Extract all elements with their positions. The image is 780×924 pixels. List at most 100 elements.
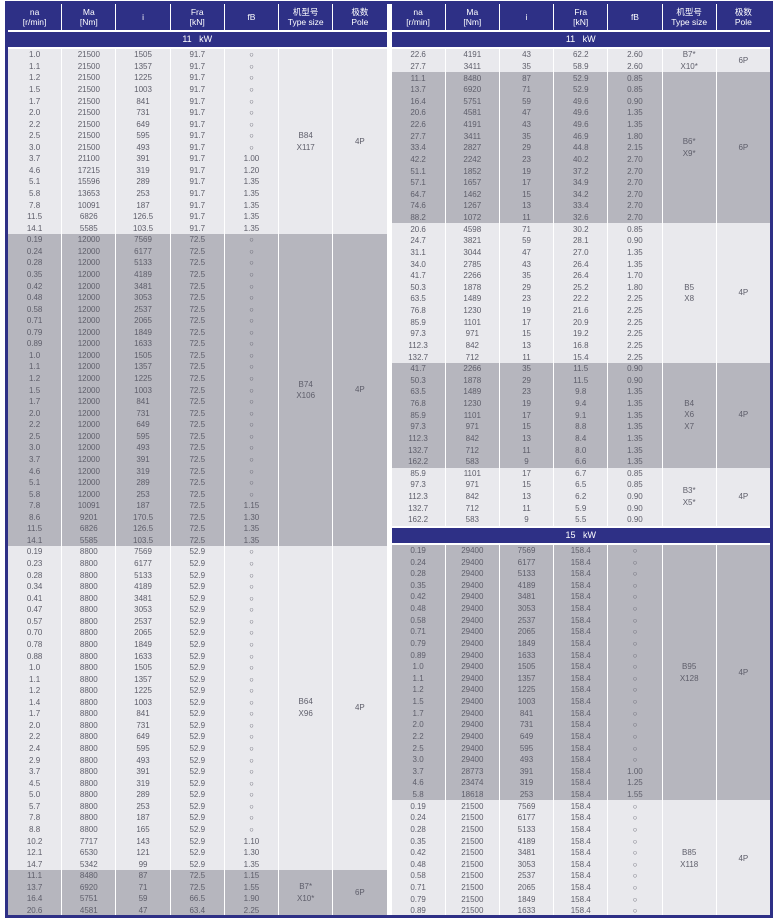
cell-fb: ○	[608, 672, 662, 685]
cell-fb: 0.85	[608, 223, 662, 235]
cell-fra: 52.9	[170, 835, 224, 847]
cell-na: 97.3	[391, 421, 445, 433]
cell-fra: 52.9	[170, 684, 224, 697]
cell-i: 3481	[499, 591, 554, 603]
cell-fb: 0.85	[608, 72, 662, 84]
cell-i: 47	[116, 904, 170, 915]
cell-fra: 22.2	[554, 293, 608, 305]
fb-circle-icon: ○	[249, 108, 254, 118]
fb-circle-icon: ○	[249, 397, 254, 407]
cell-fb: ○	[224, 453, 279, 466]
cell-i: 1505	[499, 660, 554, 673]
cell-i: 2537	[499, 870, 554, 882]
cell-fb: ○	[608, 660, 662, 673]
cell-fra: 158.4	[554, 788, 608, 801]
cell-i: 6177	[116, 245, 170, 258]
cell-ma: 2785	[445, 258, 499, 270]
data-block: 22.6 4191 43 62.2 2.60 27.7 3411 35 58.9 2.60 B7* X…	[391, 49, 770, 73]
fb-circle-icon: ○	[249, 385, 254, 395]
cell-fb: ○	[608, 800, 662, 812]
col-header-i: i	[499, 4, 554, 30]
pole-cell: 4P	[716, 223, 770, 363]
col-header-fra-line1: Fra	[574, 6, 588, 17]
cell-na: 2.4	[8, 742, 62, 755]
type-size-label: B84	[298, 130, 313, 140]
cell-ma: 23474	[445, 777, 499, 789]
cell-fra: 52.9	[170, 777, 224, 789]
cell-fra: 16.8	[554, 339, 608, 352]
cell-fb: 2.25	[608, 339, 662, 352]
cell-i: 121	[116, 846, 170, 859]
type-size-cell: B5 X8	[662, 223, 716, 363]
cell-i: 2065	[116, 627, 170, 639]
fb-circle-icon: ○	[632, 836, 638, 846]
cell-fra: 158.4	[554, 905, 608, 915]
cell-ma: 29400	[445, 626, 499, 638]
cell-fra: 158.4	[554, 672, 608, 685]
fb-circle-icon: ○	[249, 454, 254, 464]
cell-fb: ○	[224, 719, 279, 732]
cell-na: 14.1	[8, 534, 62, 547]
cell-fb: ○	[224, 488, 279, 500]
cell-fra: 158.4	[554, 742, 608, 754]
cell-na: 0.58	[8, 303, 62, 315]
cell-na: 0.57	[8, 615, 62, 628]
cell-fra: 52.9	[170, 789, 224, 801]
cell-na: 11.1	[391, 72, 445, 84]
cell-fb: ○	[608, 556, 662, 568]
cell-fra: 158.4	[554, 730, 608, 743]
cell-fra: 72.5	[170, 476, 224, 489]
type-size-cell: B7* X10*	[662, 49, 716, 73]
cell-ma: 8800	[62, 719, 116, 732]
cell-ma: 7717	[62, 835, 116, 847]
cell-fra: 158.4	[554, 707, 608, 719]
type-size-label: X118	[680, 859, 699, 869]
cell-na: 0.23	[8, 557, 62, 570]
cell-i: 1633	[116, 650, 170, 662]
cell-ma: 1230	[445, 397, 499, 410]
cell-ma: 8800	[62, 557, 116, 570]
fb-circle-icon: ○	[249, 593, 254, 603]
cell-fb: ○	[608, 823, 662, 836]
cell-ma: 29400	[445, 637, 499, 650]
cell-i: 319	[116, 164, 170, 177]
cell-i: 19	[499, 397, 554, 410]
cell-fra: 91.7	[170, 153, 224, 165]
fb-circle-icon: ○	[632, 813, 638, 823]
cell-fra: 52.9	[170, 754, 224, 766]
pole-cell: 4P	[333, 234, 387, 547]
fb-circle-icon: ○	[632, 859, 638, 869]
col-header-fra: Fra [kN]	[554, 4, 608, 30]
cell-fb: ○	[608, 846, 662, 859]
cell-fb: ○	[224, 234, 279, 246]
cell-na: 5.1	[8, 176, 62, 188]
cell-fb: ○	[608, 637, 662, 650]
cell-na: 0.34	[8, 580, 62, 593]
cell-i: 2537	[499, 614, 554, 626]
cell-ma: 8480	[62, 869, 116, 882]
cell-fb: ○	[224, 442, 279, 454]
cell-na: 2.0	[8, 106, 62, 119]
type-size-label: B7*	[682, 50, 696, 60]
cell-i: 187	[116, 199, 170, 211]
cell-na: 162.2	[391, 455, 445, 468]
cell-i: 11	[499, 502, 554, 514]
fb-circle-icon: ○	[249, 73, 254, 83]
cell-fb: ○	[608, 835, 662, 847]
cell-ma: 21500	[445, 870, 499, 882]
cell-fb: ○	[608, 649, 662, 661]
cell-na: 1.7	[8, 95, 62, 107]
cell-fb: ○	[608, 881, 662, 894]
cell-fra: 34.9	[554, 176, 608, 189]
cell-na: 0.89	[391, 905, 445, 915]
cell-ma: 8800	[62, 696, 116, 709]
cell-fb: ○	[224, 83, 279, 96]
cell-fra: 11.5	[554, 362, 608, 375]
cell-i: 71	[499, 223, 554, 235]
col-header-pole-line1: 极数	[734, 6, 752, 17]
cell-i: 59	[116, 893, 170, 905]
type-size-label: X10*	[680, 61, 698, 71]
cell-ma: 1657	[445, 176, 499, 189]
cell-fb: 1.90	[224, 893, 279, 905]
cell-fb: 1.35	[608, 455, 662, 468]
